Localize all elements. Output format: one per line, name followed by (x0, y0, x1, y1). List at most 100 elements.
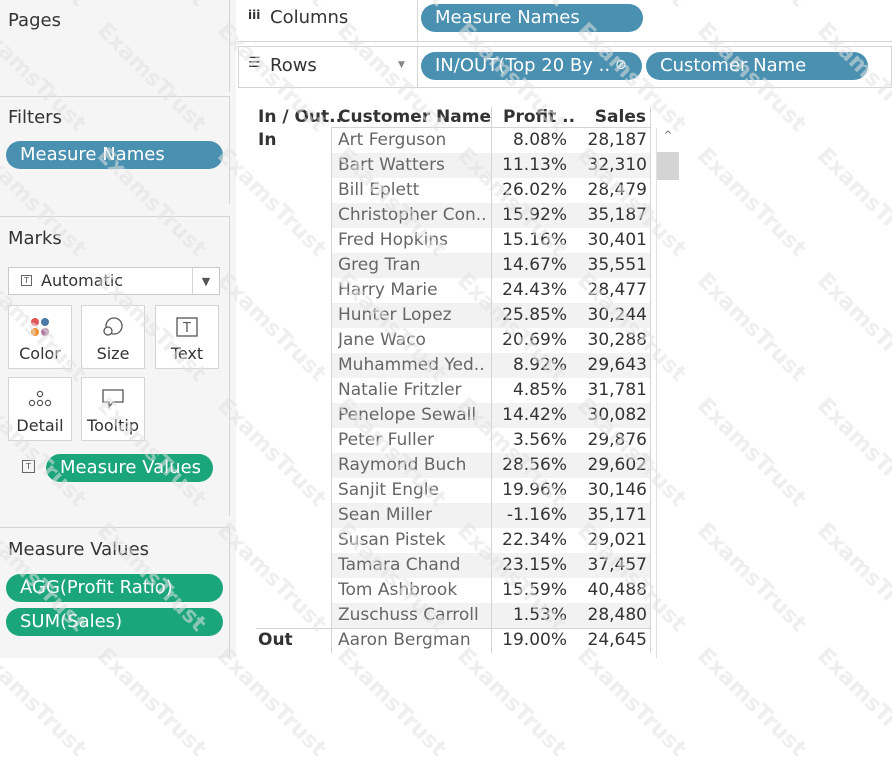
filters-title: Filters (8, 107, 62, 128)
measure-values-title: Measure Values (8, 539, 150, 560)
col-divider-profit (491, 107, 492, 653)
group-label[interactable]: In (258, 130, 277, 150)
col-divider-name (331, 128, 332, 653)
customer-name-cell: Tom Ashbrook (338, 580, 458, 600)
profit-ratio-cell: 22.34% (502, 530, 567, 550)
sales-cell: 30,288 (587, 330, 647, 350)
sales-cell: 30,244 (587, 305, 647, 325)
text-icon: T (156, 316, 218, 338)
sales-cell: 30,082 (587, 405, 647, 425)
sales-cell: 40,488 (587, 580, 647, 600)
sales-cell: 30,146 (587, 480, 647, 500)
size-label: Size (96, 344, 130, 363)
text-label: Text (170, 344, 204, 363)
svg-text:T: T (182, 321, 191, 336)
sales-cell: 35,187 (587, 205, 647, 225)
sales-cell: 35,551 (587, 255, 647, 275)
tooltip-button[interactable]: Tooltip (81, 377, 145, 441)
rows-label: Rows (270, 55, 317, 76)
customer-name-cell: Raymond Buch (338, 455, 467, 475)
text-mark-icon: T (21, 275, 32, 286)
sales-cell: 28,187 (587, 130, 647, 150)
customer-name-cell: Zuschuss Carroll (338, 605, 479, 625)
customer-name-cell: Fred Hopkins (338, 230, 448, 250)
profit-ratio-cell: 25.85% (502, 305, 567, 325)
chevron-down-icon[interactable]: ▼ (192, 268, 219, 294)
sales-cell: 29,643 (587, 355, 647, 375)
customer-name-cell: Tamara Chand (338, 555, 461, 575)
customer-name-cell: Bart Watters (338, 155, 445, 175)
header-customer-name[interactable]: Customer Name (338, 107, 491, 127)
customer-name-cell: Harry Marie (338, 280, 438, 300)
mark-type-dropdown[interactable]: T Automatic ▼ (8, 267, 220, 295)
vertical-scrollbar[interactable] (656, 128, 680, 658)
columns-divider (417, 0, 418, 42)
scroll-up-icon[interactable]: ^ (663, 130, 673, 141)
customer-name-cell: Art Ferguson (338, 130, 447, 150)
profit-ratio-cell: 14.67% (502, 255, 567, 275)
customer-name-cell: Greg Tran (338, 255, 421, 275)
profit-ratio-cell: 19.00% (502, 630, 567, 650)
customer-name-cell: Christopher Con.. (338, 205, 487, 225)
profit-ratio-cell: 14.42% (502, 405, 567, 425)
color-icon (9, 316, 71, 338)
profit-ratio-cell: 23.15% (502, 555, 567, 575)
sales-cell: 28,477 (587, 280, 647, 300)
filter-pill-measure-names[interactable]: Measure Names (6, 141, 223, 169)
sales-cell: 28,480 (587, 605, 647, 625)
profit-ratio-cell: 19.96% (502, 480, 567, 500)
sales-cell: 35,171 (587, 505, 647, 525)
group-label[interactable]: Out (258, 630, 293, 650)
text-button[interactable]: T Text (155, 305, 219, 369)
watermark-text: ExamsTrust (332, 643, 451, 762)
watermark-text: ExamsTrust (692, 643, 811, 762)
profit-ratio-cell: 3.56% (512, 430, 567, 450)
size-button[interactable]: Size (81, 305, 145, 369)
measure-pill-profit-ratio[interactable]: AGG(Profit Ratio) (6, 574, 223, 602)
rows-dropdown-icon[interactable]: ▼ (398, 60, 405, 70)
watermark-text: ExamsTrust (92, 643, 211, 762)
profit-ratio-cell: 28.56% (502, 455, 567, 475)
marks-title: Marks (8, 228, 62, 249)
marks-pill-measure-values[interactable]: Measure Values (46, 454, 213, 482)
watermark-text: ExamsTrust (812, 643, 892, 762)
profit-ratio-cell: 24.43% (502, 280, 567, 300)
sales-cell: 30,401 (587, 230, 647, 250)
scrollbar-thumb[interactable] (657, 152, 679, 180)
sales-cell: 29,876 (587, 430, 647, 450)
detail-label: Detail (16, 416, 64, 435)
columns-shelf[interactable] (238, 0, 892, 42)
customer-name-cell: Hunter Lopez (338, 305, 452, 325)
profit-ratio-cell: 8.92% (512, 355, 567, 375)
rows-pill-in-out[interactable]: IN/OUT(Top 20 By .. (421, 52, 642, 80)
customer-name-cell: Bill Eplett (338, 180, 420, 200)
profit-ratio-cell: 11.13% (502, 155, 567, 175)
color-button[interactable]: Color (8, 305, 72, 369)
watermark-text: ExamsTrust (452, 643, 571, 762)
rows-pill-customer-name[interactable]: Customer Name (646, 52, 868, 80)
measure-pill-sales[interactable]: SUM(Sales) (6, 608, 223, 636)
sales-cell: 29,021 (587, 530, 647, 550)
pages-card: Pages (0, 0, 230, 92)
customer-name-cell: Jane Waco (338, 330, 426, 350)
header-in-out[interactable]: In / Out.. (258, 107, 343, 127)
profit-ratio-cell: 1.53% (512, 605, 567, 625)
tooltip-label: Tooltip (87, 416, 139, 435)
profit-ratio-cell: 20.69% (502, 330, 567, 350)
profit-ratio-cell: 15.59% (502, 580, 567, 600)
columns-pill-measure-names[interactable]: Measure Names (421, 4, 643, 32)
sales-cell: 28,479 (587, 180, 647, 200)
sales-cell: 24,645 (587, 630, 647, 650)
profit-ratio-cell: 4.85% (512, 380, 567, 400)
header-profit[interactable]: Profit .. (503, 107, 576, 127)
customer-name-cell: Sanjit Engle (338, 480, 439, 500)
header-sales[interactable]: Sales (594, 107, 646, 127)
customer-name-cell: Muhammed Yed.. (338, 355, 485, 375)
sales-cell: 31,781 (587, 380, 647, 400)
sales-cell: 32,310 (587, 155, 647, 175)
sales-cell: 37,457 (587, 555, 647, 575)
watermark-text: ExamsTrust (212, 643, 331, 762)
detail-button[interactable]: Detail (8, 377, 72, 441)
profit-ratio-cell: -1.16% (506, 505, 567, 525)
rows-icon: ☰ (248, 55, 261, 71)
